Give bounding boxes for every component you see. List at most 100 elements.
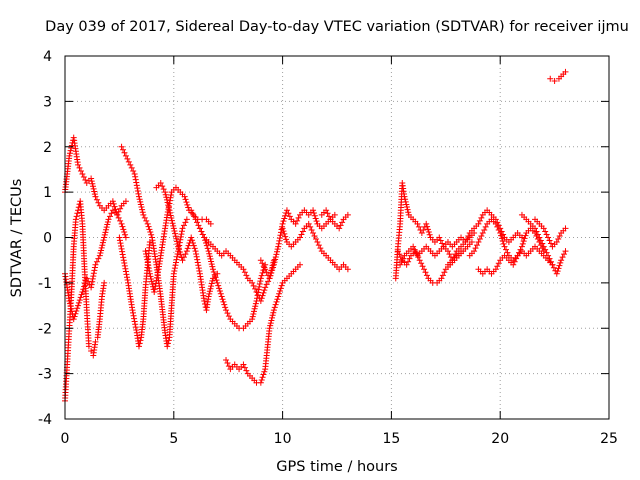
data-point — [172, 233, 179, 240]
data-point — [133, 326, 140, 333]
data-point — [281, 230, 288, 237]
data-point — [403, 261, 410, 268]
y-tick-label: -2 — [38, 321, 52, 337]
data-point — [209, 263, 216, 270]
data-point — [77, 167, 84, 174]
data-point — [344, 266, 351, 273]
data-point — [180, 222, 187, 229]
data-point — [518, 234, 525, 241]
data-point — [122, 268, 129, 275]
data-point — [151, 286, 158, 293]
data-point — [146, 267, 153, 274]
data-point — [124, 277, 131, 284]
grid — [65, 56, 609, 419]
data-point — [205, 248, 212, 255]
data-point — [532, 225, 539, 232]
data-point — [425, 229, 432, 236]
data-point — [85, 343, 92, 350]
data-point — [110, 200, 117, 207]
data-point — [550, 264, 557, 271]
data-point — [151, 288, 158, 295]
data-point — [274, 296, 281, 303]
data-point — [252, 300, 259, 307]
x-tick-label: 20 — [491, 431, 509, 447]
data-point — [260, 289, 267, 296]
data-point — [176, 249, 183, 256]
series-sat-k — [257, 207, 338, 282]
y-tick-label: 4 — [43, 49, 52, 65]
data-point — [562, 68, 569, 75]
data-point — [223, 357, 230, 364]
data-point — [273, 298, 280, 305]
data-point — [272, 301, 279, 308]
data-point — [225, 313, 232, 320]
data-point — [165, 202, 172, 209]
x-tick-label: 10 — [274, 431, 292, 447]
data-point — [88, 284, 95, 291]
data-point — [547, 258, 554, 265]
data-point — [171, 265, 178, 272]
data-point — [159, 183, 166, 190]
data-point — [463, 236, 470, 243]
y-tick-labels: -4 -3 -2 -1 0 1 2 3 4 — [38, 49, 52, 428]
y-axis-title: SDTVAR / TECUs — [9, 179, 25, 298]
data-point — [185, 204, 192, 211]
data-point — [542, 246, 549, 253]
data-point — [253, 298, 260, 305]
data-point — [468, 239, 475, 246]
data-point — [88, 178, 95, 185]
data-point — [255, 286, 262, 293]
chart-title: Day 039 of 2017, Sidereal Day-to-day VTE… — [45, 19, 629, 35]
data-point — [102, 229, 109, 236]
data-point — [206, 290, 213, 297]
data-point — [115, 214, 122, 221]
series-sat-i — [188, 207, 269, 332]
data-point — [122, 234, 129, 241]
data-point — [257, 278, 264, 285]
data-point — [76, 164, 83, 171]
data-point — [260, 371, 267, 378]
data-point — [92, 261, 99, 268]
data-point — [400, 255, 407, 262]
series-sat-m — [318, 207, 351, 232]
data-point — [95, 199, 102, 206]
data-point — [206, 288, 213, 295]
data-point — [194, 259, 201, 266]
data-point — [88, 281, 95, 288]
data-point — [201, 234, 208, 241]
data-point — [517, 246, 524, 253]
data-point — [405, 258, 412, 265]
data-point — [479, 229, 486, 236]
data-point — [522, 232, 529, 239]
data-point — [251, 305, 258, 312]
data-point — [255, 289, 262, 296]
series-sat-r — [466, 216, 547, 264]
data-point — [337, 222, 344, 229]
data-point — [121, 260, 128, 267]
data-point — [135, 190, 142, 197]
data-point — [96, 252, 103, 259]
data-point — [259, 292, 266, 299]
series-sat-t — [518, 211, 569, 277]
data-point — [207, 285, 214, 292]
axis-ticks — [64, 55, 610, 420]
data-point — [183, 216, 190, 223]
data-point — [178, 231, 185, 238]
data-point — [148, 231, 155, 238]
data-point — [78, 291, 85, 298]
data-point — [116, 237, 123, 244]
data-point — [202, 237, 209, 244]
data-point — [194, 219, 201, 226]
data-point — [336, 225, 343, 232]
data-point — [521, 235, 528, 242]
data-point — [121, 229, 128, 236]
data-point — [404, 206, 411, 213]
data-point — [283, 207, 290, 214]
data-point — [137, 337, 144, 344]
data-point — [270, 261, 277, 268]
data-point — [498, 228, 505, 235]
data-point — [92, 193, 99, 200]
series-sat-u — [532, 216, 569, 250]
data-point — [215, 282, 222, 289]
data-point — [263, 269, 270, 276]
